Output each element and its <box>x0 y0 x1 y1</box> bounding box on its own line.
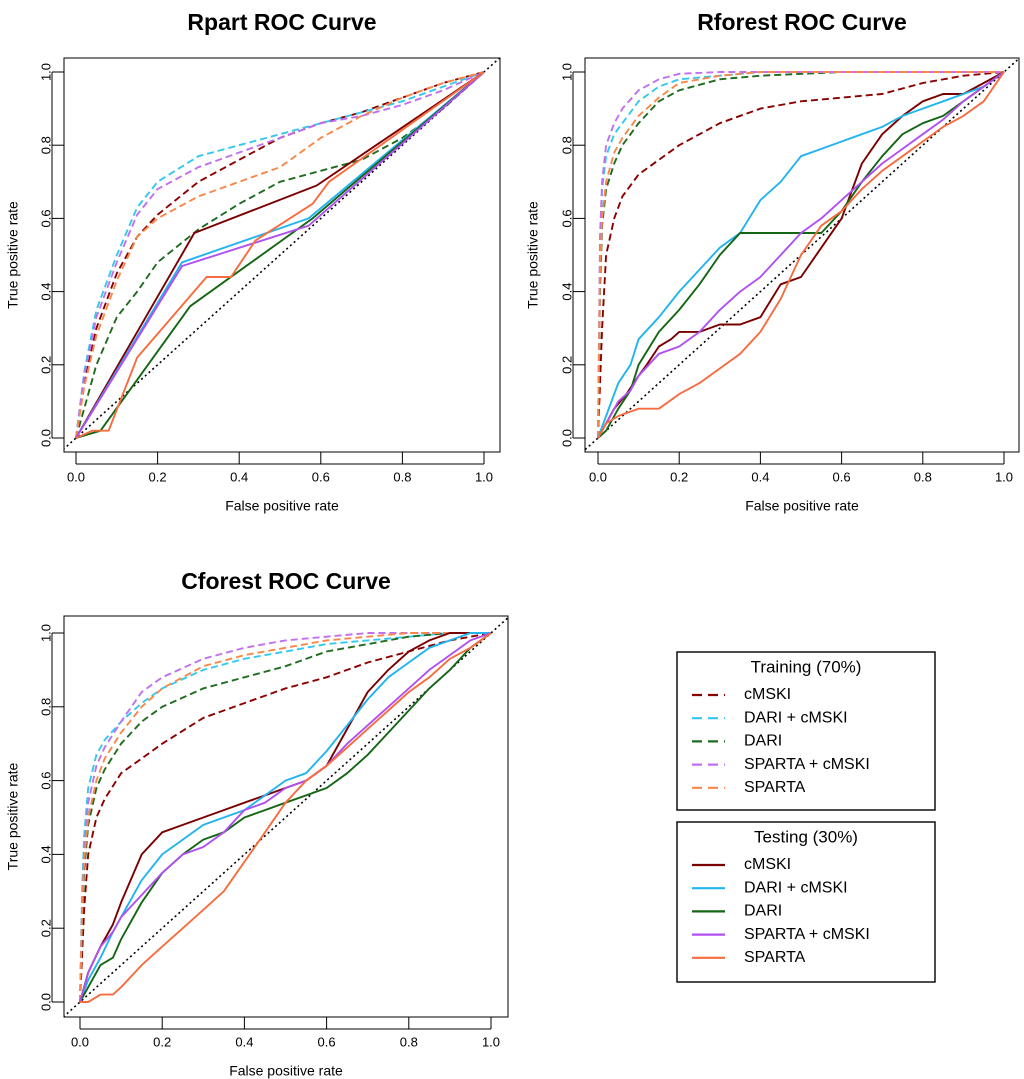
x-tick-label: 0.2 <box>153 1034 171 1049</box>
roc-curve-testing-sparta-cmski <box>79 632 492 1003</box>
legend-box <box>676 821 936 983</box>
legend-entry-dari-cmski: DARI + cMSKI <box>744 879 848 896</box>
x-tick-label: 0.8 <box>914 469 932 484</box>
y-tick-label: 0.8 <box>559 136 574 154</box>
legend-title: Testing (30%) <box>754 827 858 846</box>
x-axis-label: False positive rate <box>225 498 339 514</box>
y-tick-label: 0.2 <box>38 919 53 937</box>
roc-curve-testing-sparta-cmski <box>597 71 1005 439</box>
roc-curve-training-sparta <box>597 71 1004 439</box>
roc-curve-testing-dari-cmski <box>75 71 485 439</box>
y-tick-label: 0.0 <box>38 993 53 1011</box>
x-axis-label: False positive rate <box>745 498 859 514</box>
roc-curve-testing-sparta <box>597 71 1005 439</box>
roc-curve-testing-dari-cmski <box>597 71 1005 439</box>
legend-entry-dari-cmski: DARI + cMSKI <box>744 709 848 726</box>
roc-curve-training-dari-cmski <box>79 632 491 1003</box>
legend-testing: Testing (30%) cMSKI DARI + cMSKI DARI SPARTA… <box>676 821 936 983</box>
plot-frame <box>63 57 501 453</box>
y-axis-label: True positive rate <box>525 201 541 309</box>
plot-area <box>585 58 1019 451</box>
legend-training: Training (70%) cMSKI DARI + cMSKI DARI SPART… <box>676 651 936 811</box>
legend-entry-dari: DARI <box>744 903 782 920</box>
y-tick-label: 0.4 <box>559 283 574 301</box>
x-tick-label: 0.8 <box>400 1034 418 1049</box>
y-tick-label: 1.0 <box>559 63 574 81</box>
x-tick-label: 0.2 <box>670 469 688 484</box>
y-tick-label: 0.4 <box>38 845 53 863</box>
legend-entry-sparta: SPARTA <box>744 949 806 966</box>
y-tick-label: 0.2 <box>559 356 574 374</box>
x-tick-label: 1.0 <box>482 1034 500 1049</box>
x-tick-label: 0.0 <box>71 1034 89 1049</box>
roc-curve-training-sparta <box>79 632 491 1003</box>
roc-curve-training-dari <box>79 632 491 1003</box>
plot-area <box>64 616 508 1017</box>
roc-curve-testing-sparta <box>75 71 485 439</box>
x-tick-label: 0.4 <box>230 469 248 484</box>
legend-entry-sparta-cmski: SPARTA + cMSKI <box>744 926 870 943</box>
y-tick-label: 0.6 <box>559 209 574 227</box>
x-tick-label: 0.6 <box>318 1034 336 1049</box>
legend-entry-cmski: cMSKI <box>744 856 791 873</box>
roc-curve-training-sparta <box>75 71 485 439</box>
plot-frame <box>584 57 1020 453</box>
legend-entry-dari: DARI <box>744 733 782 750</box>
roc-curve-testing-dari <box>597 71 1005 439</box>
legend-entry-cmski: cMSKI <box>744 686 791 703</box>
x-tick-label: 0.2 <box>149 469 167 484</box>
x-tick-label: 1.0 <box>475 469 493 484</box>
legend-entry-sparta-cmski: SPARTA + cMSKI <box>744 756 870 773</box>
x-tick-label: 0.4 <box>751 469 769 484</box>
y-axis-label: True positive rate <box>5 201 21 309</box>
chart-panel-cforest: Cforest ROC Curve 0.0 0.2 0.4 0.6 0.8 1.0 0.0 0.… <box>5 568 509 1079</box>
roc-curve-testing-cmski <box>75 71 485 439</box>
roc-curve-testing-dari <box>75 71 485 439</box>
roc-curve-testing-sparta-cmski <box>75 71 485 439</box>
y-tick-label: 1.0 <box>38 63 53 81</box>
x-tick-label: 0.0 <box>589 469 607 484</box>
y-axis-label: True positive rate <box>5 762 21 870</box>
x-tick-label: 0.4 <box>235 1034 253 1049</box>
y-tick-label: 0.8 <box>38 136 53 154</box>
x-tick-label: 0.6 <box>833 469 851 484</box>
chart-panel-rpart: Rpart ROC Curve 0.0 0.2 0.4 0.6 0.8 1.0 0.0 0.2 0… <box>5 9 501 514</box>
y-tick-label: 0.6 <box>38 209 53 227</box>
chart-panel-rforest: Rforest ROC Curve 0.0 0.2 0.4 0.6 0.8 1.0 0.0 0.… <box>525 9 1020 514</box>
chart-title: Cforest ROC Curve <box>181 568 391 594</box>
roc-curve-training-sparta-cmski <box>75 71 485 439</box>
legend-entry-sparta: SPARTA <box>744 779 806 796</box>
y-tick-label: 0.0 <box>38 429 53 447</box>
x-tick-label: 1.0 <box>995 469 1013 484</box>
roc-curve-testing-sparta <box>80 632 492 1003</box>
plot-frame <box>63 615 509 1018</box>
y-tick-label: 0.2 <box>38 356 53 374</box>
roc-curve-training-dari <box>75 71 485 439</box>
chart-title: Rforest ROC Curve <box>697 9 907 35</box>
y-tick-label: 0.6 <box>38 772 53 790</box>
legend-title: Training (70%) <box>751 657 862 676</box>
y-tick-label: 0.8 <box>38 698 53 716</box>
roc-curve-training-sparta-cmski <box>79 632 491 1003</box>
chart-title: Rpart ROC Curve <box>187 9 376 35</box>
roc-curve-training-cmski <box>597 71 1005 439</box>
x-tick-label: 0.0 <box>67 469 85 484</box>
x-tick-label: 0.8 <box>393 469 411 484</box>
roc-curve-training-cmski <box>79 632 492 1003</box>
legend-box <box>676 651 936 811</box>
x-axis-label: False positive rate <box>229 1063 343 1079</box>
y-tick-label: 0.0 <box>559 429 574 447</box>
roc-curve-testing-dari <box>79 632 492 1003</box>
plot-area <box>64 58 500 450</box>
x-tick-label: 0.6 <box>312 469 330 484</box>
roc-curve-training-dari-cmski <box>75 71 485 439</box>
y-tick-label: 1.0 <box>38 624 53 642</box>
y-tick-label: 0.4 <box>38 283 53 301</box>
